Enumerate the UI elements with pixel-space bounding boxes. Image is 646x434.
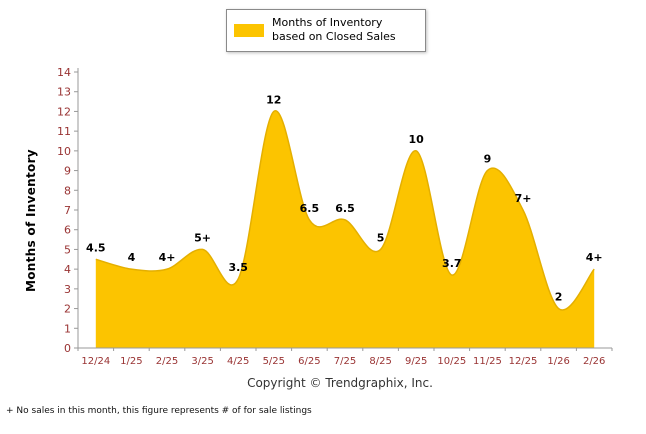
x-axis-label: 10/25 bbox=[437, 356, 466, 367]
svg-text:2: 2 bbox=[64, 303, 71, 316]
chart-legend: Months of Inventory based on Closed Sale… bbox=[226, 9, 426, 52]
x-axis-label: 7/25 bbox=[334, 356, 356, 367]
svg-text:13: 13 bbox=[57, 86, 71, 99]
x-axis-label: 6/25 bbox=[298, 356, 320, 367]
svg-text:9: 9 bbox=[64, 165, 71, 178]
x-axis-label: 2/25 bbox=[156, 356, 178, 367]
data-point-label: 4+ bbox=[586, 251, 603, 264]
x-axis-label: 12/25 bbox=[509, 356, 538, 367]
svg-text:6: 6 bbox=[64, 224, 71, 237]
data-point-label: 9 bbox=[484, 153, 492, 166]
data-point-label: 4 bbox=[128, 251, 136, 264]
data-point-label: 10 bbox=[409, 133, 425, 146]
svg-text:3: 3 bbox=[64, 283, 71, 296]
data-point-label: 6.5 bbox=[335, 202, 355, 215]
y-axis-title: Months of Inventory bbox=[24, 149, 38, 292]
data-point-label: 3.5 bbox=[228, 261, 248, 274]
data-point-label: 6.5 bbox=[300, 202, 320, 215]
x-axis-label: 11/25 bbox=[473, 356, 502, 367]
x-axis-label: 8/25 bbox=[369, 356, 391, 367]
footnote-text: + No sales in this month, this figure re… bbox=[6, 406, 312, 416]
svg-text:11: 11 bbox=[57, 125, 71, 138]
svg-text:12: 12 bbox=[57, 105, 71, 118]
x-axis-label: 4/25 bbox=[227, 356, 249, 367]
svg-text:0: 0 bbox=[64, 342, 71, 355]
svg-text:5: 5 bbox=[64, 243, 71, 256]
svg-text:10: 10 bbox=[57, 145, 71, 158]
svg-text:14: 14 bbox=[57, 66, 71, 79]
x-axis-label: 1/25 bbox=[120, 356, 142, 367]
copyright-text: Copyright © Trendgraphix, Inc. bbox=[247, 376, 433, 390]
x-axis-label: 2/26 bbox=[583, 356, 605, 367]
x-axis-label: 12/24 bbox=[81, 356, 110, 367]
data-point-label: 2 bbox=[555, 291, 563, 304]
data-point-label: 5+ bbox=[194, 231, 211, 244]
legend-swatch-icon bbox=[234, 23, 264, 37]
x-axis-label: 5/25 bbox=[263, 356, 285, 367]
svg-text:7: 7 bbox=[64, 204, 71, 217]
data-point-label: 7+ bbox=[515, 192, 532, 205]
legend-label: Months of Inventory based on Closed Sale… bbox=[272, 16, 396, 44]
svg-text:8: 8 bbox=[64, 184, 71, 197]
data-point-label: 12 bbox=[266, 93, 281, 106]
x-axis-label: 1/26 bbox=[547, 356, 569, 367]
data-point-label: 5 bbox=[377, 231, 385, 244]
x-axis-label: 9/25 bbox=[405, 356, 427, 367]
data-point-label: 4+ bbox=[159, 251, 176, 264]
svg-text:4: 4 bbox=[64, 263, 71, 276]
data-point-label: 4.5 bbox=[86, 241, 106, 254]
svg-text:1: 1 bbox=[64, 322, 71, 335]
x-axis-label: 3/25 bbox=[191, 356, 213, 367]
data-point-label: 3.7 bbox=[442, 257, 462, 270]
